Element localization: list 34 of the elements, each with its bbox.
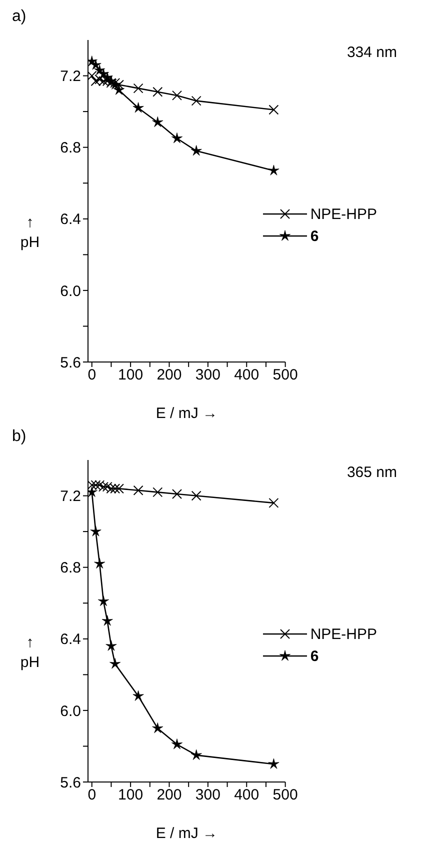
y-axis-title: ↑ pH bbox=[20, 634, 40, 671]
chart-title: a) bbox=[12, 8, 26, 26]
y-tick-label: 6.0 bbox=[60, 702, 81, 720]
x-axis-title: E / mJ → bbox=[156, 405, 218, 422]
x-tick-label: 200 bbox=[156, 786, 182, 804]
y-tick-label: 6.4 bbox=[60, 211, 81, 228]
chart-title: b) bbox=[12, 428, 26, 446]
y-tick-label: 7.2 bbox=[60, 68, 81, 86]
x-tick-label: 100 bbox=[118, 786, 144, 804]
y-axis-title: ↑ pH bbox=[20, 214, 40, 251]
legend-label: 6 bbox=[310, 648, 319, 664]
x-tick-label: 400 bbox=[234, 366, 260, 384]
x-axis-title: E / mJ → bbox=[156, 825, 218, 842]
x-tick-label: 0 bbox=[88, 366, 96, 384]
legend-label: 6 bbox=[310, 228, 319, 244]
y-tick-label: 5.6 bbox=[60, 354, 81, 372]
x-tick-label: 500 bbox=[272, 366, 298, 384]
text: 334 nm bbox=[346, 44, 397, 61]
x-tick-label: 200 bbox=[156, 366, 182, 384]
x-tick-label: 100 bbox=[118, 366, 144, 384]
y-tick-label: 6.0 bbox=[60, 282, 81, 300]
y-tick-label: 7.2 bbox=[60, 488, 81, 506]
y-tick-label: 6.8 bbox=[60, 140, 81, 157]
y-tick-label: 6.8 bbox=[60, 560, 81, 577]
x-tick-label: 500 bbox=[272, 786, 298, 804]
legend-label: NPE-HPP bbox=[310, 206, 377, 222]
x-tick-label: 400 bbox=[234, 786, 260, 804]
x-tick-label: 0 bbox=[88, 786, 96, 804]
y-tick-label: 5.6 bbox=[60, 774, 81, 792]
y-tick-label: 6.4 bbox=[60, 631, 81, 648]
text: 365 nm bbox=[346, 464, 397, 481]
x-tick-label: 300 bbox=[195, 366, 220, 384]
x-tick-label: 300 bbox=[195, 786, 220, 804]
legend-label: NPE-HPP bbox=[310, 626, 377, 642]
